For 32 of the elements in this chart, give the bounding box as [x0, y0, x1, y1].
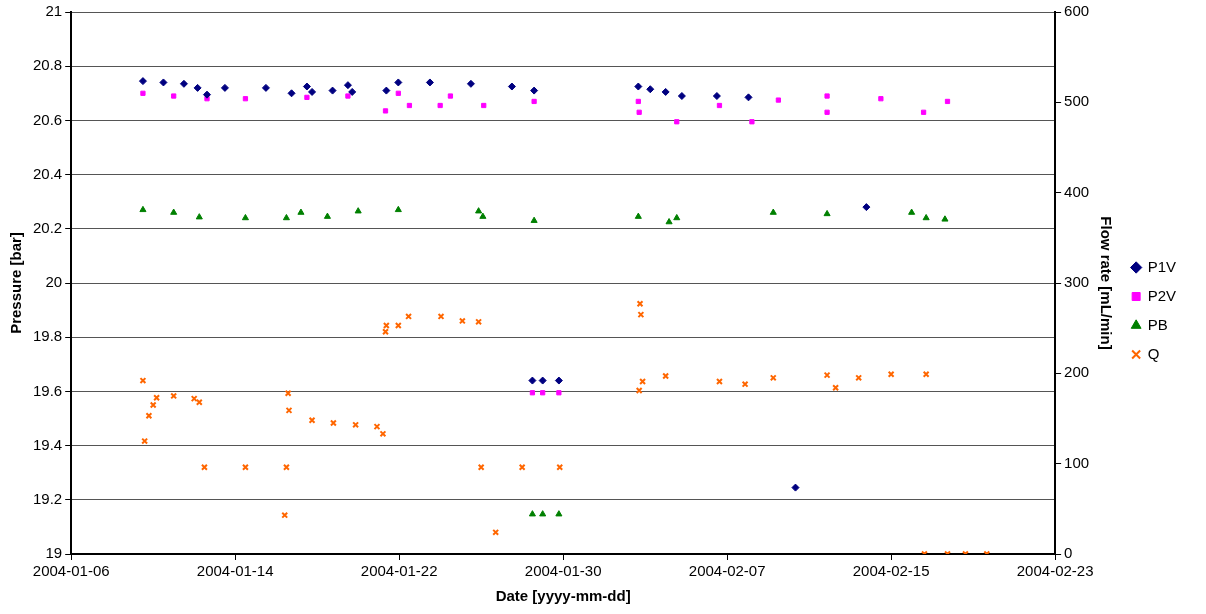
y-tick-label: 19 [45, 544, 63, 562]
x-tick-label: 2004-02-07 [688, 562, 766, 580]
legend-label: P1V [1147, 257, 1177, 275]
x-tick-label: 2004-01-06 [32, 562, 110, 580]
y-axis-title: Pressure [bar] [7, 232, 25, 334]
y-tick-label: 19.6 [32, 381, 63, 399]
y2-tick-label: 100 [1064, 453, 1090, 471]
y2-tick-label: 300 [1064, 273, 1090, 291]
y-tick-label: 19.2 [32, 489, 63, 507]
x-axis-title: Date [yyyy-mm-dd] [495, 587, 631, 605]
y2-tick-label: 0 [1064, 544, 1073, 562]
y-tick-label: 21 [45, 2, 63, 20]
y2-tick-label: 200 [1064, 363, 1090, 381]
y2-tick-label: 400 [1064, 182, 1090, 200]
x-tick-label: 2004-02-23 [1016, 562, 1094, 580]
y2-tick-label: 500 [1064, 92, 1090, 110]
legend-label: PB [1147, 315, 1168, 333]
y-tick-label: 20.4 [32, 164, 63, 182]
x-tick-label: 2004-01-14 [196, 562, 274, 580]
y-tick-label: 19.8 [32, 327, 63, 345]
x-tick-label: 2004-01-22 [360, 562, 438, 580]
legend-label: Q [1147, 344, 1160, 362]
x-tick-label: 2004-01-30 [524, 562, 602, 580]
y-tick-label: 20.8 [32, 56, 63, 74]
y-tick-label: 20.6 [32, 110, 63, 128]
y-tick-label: 20 [45, 273, 63, 291]
y2-axis-title: Flow rate [mL/min] [1098, 216, 1116, 350]
y2-tick-label: 600 [1064, 2, 1090, 20]
legend-label: P2V [1147, 286, 1177, 304]
y-tick-label: 19.4 [32, 435, 63, 453]
y-tick-label: 20.2 [32, 218, 63, 236]
x-tick-label: 2004-02-15 [852, 562, 930, 580]
